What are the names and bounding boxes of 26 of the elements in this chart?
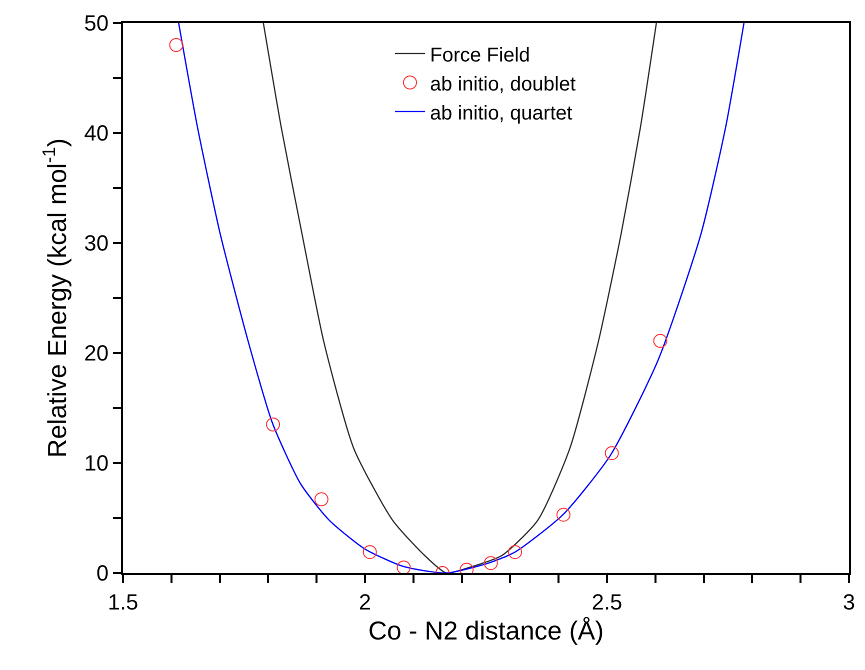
y-tick-label: 30 (84, 230, 109, 256)
legend-label: Force Field (430, 44, 530, 66)
point (169, 38, 184, 52)
x-tick-label: 3 (842, 589, 856, 614)
point (266, 418, 280, 432)
x-tick-label: 2.5 (592, 589, 622, 614)
x-tick-label: 2 (358, 589, 372, 614)
point (508, 545, 522, 560)
point (396, 560, 411, 573)
point (484, 556, 498, 570)
y-tick-label: 50 (84, 10, 109, 36)
x-axis-title: Co - N2 distance (Å) (368, 616, 604, 646)
y-tick-label: 0 (96, 560, 109, 586)
point (362, 545, 377, 560)
y-tick-label: 10 (84, 450, 109, 476)
legend-label: ab initio, quartet (430, 102, 573, 124)
point (653, 334, 668, 348)
line-series (262, 23, 658, 573)
y-tick-label: 20 (84, 340, 109, 366)
line-series (178, 23, 745, 573)
point (556, 508, 570, 522)
point (604, 446, 619, 460)
point (314, 492, 328, 506)
x-tick-label: 1.5 (108, 589, 138, 614)
legend-label: ab initio, doublet (430, 73, 576, 96)
y-tick-label: 40 (84, 120, 109, 146)
